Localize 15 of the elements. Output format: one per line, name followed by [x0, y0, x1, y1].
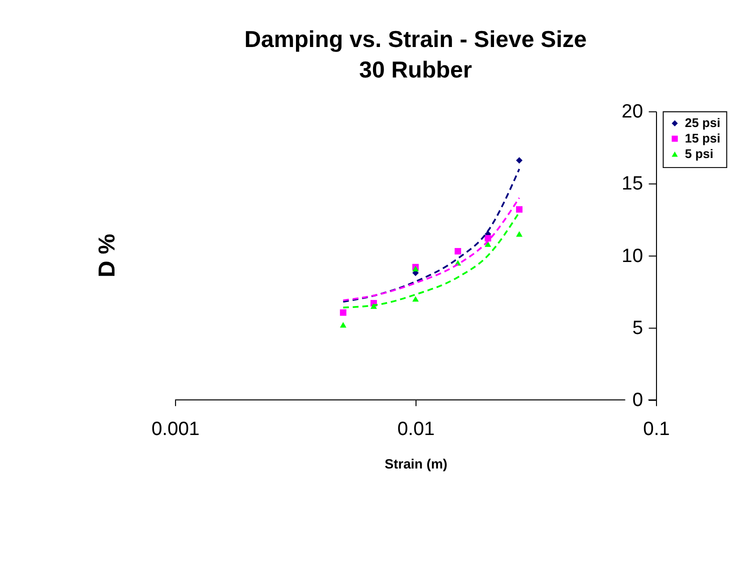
- y-tick-label: 0: [632, 390, 644, 412]
- legend-label: 5 psi: [684, 146, 714, 161]
- x-tick-label: 0.1: [643, 418, 670, 440]
- y-tick-label: 5: [632, 318, 644, 339]
- x-tick-label: 0.001: [151, 418, 200, 440]
- y-tick-label: 15: [622, 174, 644, 195]
- x-tick-label: 0.01: [397, 418, 435, 440]
- legend-label: 15 psi: [684, 132, 720, 146]
- y-tick-label: 20: [622, 102, 644, 123]
- text: Damping vs. Strain - Sieve Size: [244, 26, 587, 52]
- legend-label: 25 psi: [684, 116, 720, 130]
- y-tick-label: 10: [622, 246, 644, 267]
- x-axis-title: Strain (m): [384, 456, 448, 472]
- text: 30 Rubber: [359, 56, 472, 83]
- y-axis-title: D %: [93, 234, 120, 278]
